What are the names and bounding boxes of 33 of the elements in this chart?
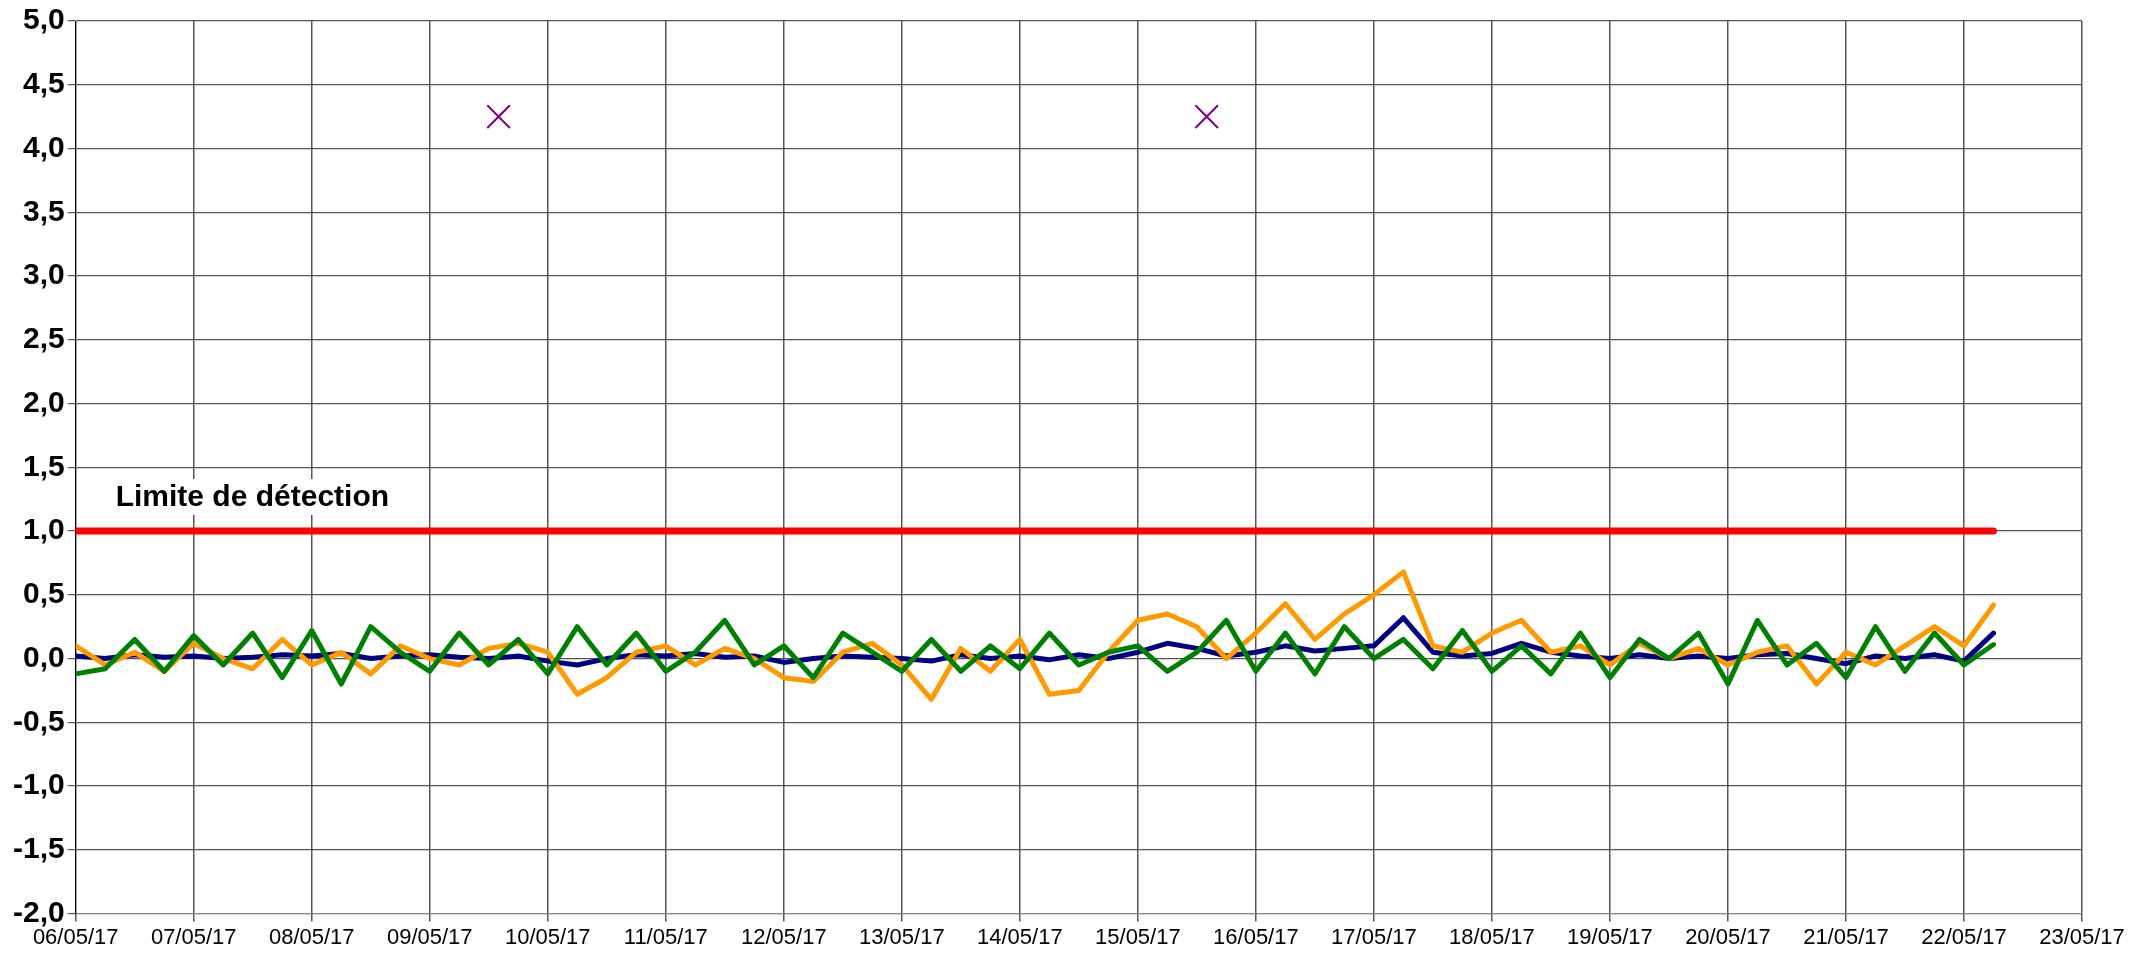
y-tick-label: 3,5 bbox=[22, 193, 65, 227]
x-tick-label: 23/05/17 bbox=[2039, 923, 2125, 949]
x-tick-label: 08/05/17 bbox=[268, 923, 355, 949]
y-tick-label: 0,0 bbox=[22, 639, 65, 673]
x-tick-label: 09/05/17 bbox=[386, 923, 473, 949]
x-tick-label: 16/05/17 bbox=[1213, 923, 1299, 949]
y-tick-label: 1,5 bbox=[22, 448, 65, 482]
x-tick-label: 19/05/17 bbox=[1567, 923, 1653, 949]
y-tick-label: 3,0 bbox=[22, 257, 65, 291]
x-tick-label: 10/05/17 bbox=[504, 923, 591, 949]
x-tick-label: 13/05/17 bbox=[859, 923, 945, 949]
y-tick-label: -1,0 bbox=[12, 767, 65, 801]
x-tick-label: 15/05/17 bbox=[1095, 923, 1181, 949]
x-tick-label: 07/05/17 bbox=[150, 923, 237, 949]
y-tick-label: 2,5 bbox=[22, 321, 65, 355]
y-tick-label: 4,0 bbox=[22, 129, 65, 163]
x-tick-label: 14/05/17 bbox=[977, 923, 1063, 949]
y-tick-label: -1,5 bbox=[12, 831, 65, 865]
x-tick-label: 12/05/17 bbox=[740, 923, 827, 949]
x-tick-label: 11/05/17 bbox=[623, 923, 708, 949]
y-tick-label: 0,5 bbox=[22, 576, 65, 610]
x-tick-label: 20/05/17 bbox=[1685, 923, 1771, 949]
y-tick-label: 5,0 bbox=[22, 2, 65, 36]
x-tick-label: 22/05/17 bbox=[1921, 923, 2007, 949]
y-tick-label: 4,5 bbox=[22, 66, 65, 100]
x-tick-label: 17/05/17 bbox=[1331, 923, 1417, 949]
y-tick-label: 1,0 bbox=[22, 512, 65, 546]
y-tick-label: -2,0 bbox=[12, 894, 65, 928]
y-tick-label: 2,0 bbox=[22, 384, 65, 418]
x-tick-label: 21/05/17 bbox=[1803, 923, 1889, 949]
x-tick-label: 18/05/17 bbox=[1449, 923, 1535, 949]
y-tick-label: -0,5 bbox=[12, 703, 65, 737]
series-label: Limite de détection bbox=[115, 479, 390, 513]
